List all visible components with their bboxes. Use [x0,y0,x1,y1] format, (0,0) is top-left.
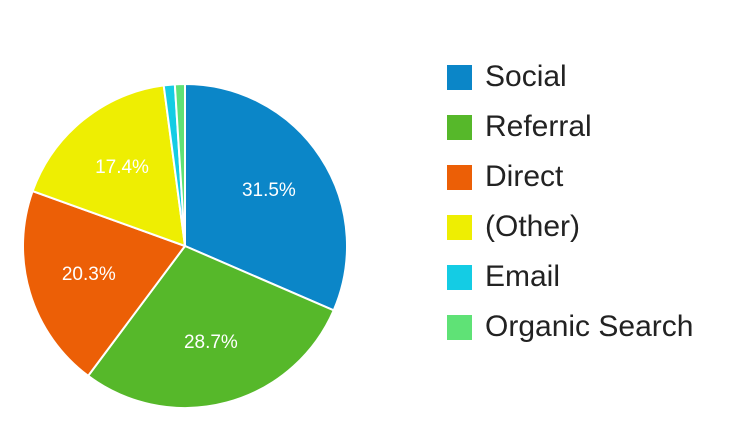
legend-swatch-email [447,264,472,290]
legend-swatch-referral [447,114,472,140]
legend-item-email[interactable]: Email [447,252,693,302]
legend-label-organic-search: Organic Search [485,310,694,343]
pie-slice-organic-search[interactable] [173,82,186,247]
legend-label-other: (Other) [485,210,581,243]
legend-label-referral: Referral [485,110,592,143]
legend-item-social[interactable]: Social [447,52,693,102]
slice-label-direct: 20.3% [62,264,116,285]
legend-swatch-organic-search [447,314,472,340]
legend-swatch-other [447,214,472,240]
legend-label-email: Email [485,260,561,293]
pie-slice-other[interactable] [31,84,187,248]
pie-slice-direct[interactable] [22,189,187,378]
legend-swatch-social [447,64,472,90]
legend-label-social: Social [485,60,567,93]
legend-item-direct[interactable]: Direct [447,152,693,202]
legend-item-referral[interactable]: Referral [447,102,693,152]
slice-label-other: 17.4% [95,157,149,178]
legend: Social Referral Direct (Other) Email Org… [447,52,693,352]
legend-swatch-direct [447,164,472,190]
legend-item-organic-search[interactable]: Organic Search [447,302,693,352]
pie-slice-referral[interactable] [86,244,335,409]
slice-label-social: 31.5% [242,180,296,201]
slice-label-referral: 28.7% [184,332,238,353]
legend-label-direct: Direct [485,160,564,193]
legend-item-other[interactable]: (Other) [447,202,693,252]
pie-slice-social[interactable] [184,82,348,312]
